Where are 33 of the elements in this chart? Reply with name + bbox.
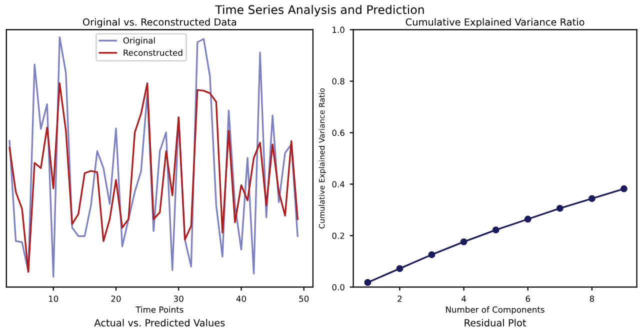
point xyxy=(620,185,628,192)
x-tick-label: 50 xyxy=(299,296,309,302)
x-tick-label: 20 xyxy=(111,296,121,302)
point xyxy=(492,226,500,234)
x-axis-title: Number of Components xyxy=(446,306,544,314)
point xyxy=(428,251,436,258)
y-tick-label: 0.2 xyxy=(332,232,344,239)
point xyxy=(524,216,532,223)
x-axis-title: Time Points xyxy=(136,306,184,313)
y-tick-label: 0.0 xyxy=(332,284,344,290)
x-tick-label: 40 xyxy=(236,296,246,302)
point xyxy=(364,278,372,286)
x-tick-label: 4 xyxy=(462,296,466,302)
y-tick-label: 0.6 xyxy=(332,130,344,136)
point xyxy=(588,195,596,202)
y-tick-label: 0.8 xyxy=(332,78,344,84)
chart-title: Original vs. Reconstructed Data xyxy=(82,18,236,28)
point xyxy=(396,265,404,272)
chart-title: Cumulative Explained Variance Ratio xyxy=(406,18,584,28)
y-tick-label: 1.0 xyxy=(332,26,344,33)
x-tick-label: 6 xyxy=(526,296,530,302)
text: Residual Plot xyxy=(464,318,526,326)
text: Actual vs. Predicted Values xyxy=(94,318,225,326)
text: Time Series Analysis and Prediction xyxy=(215,4,424,16)
legend-label: Reconstructed xyxy=(124,49,182,56)
point xyxy=(556,204,564,212)
x-tick-label: 30 xyxy=(174,296,184,302)
y-tick-label: 0.4 xyxy=(332,181,344,188)
x-tick-label: 10 xyxy=(48,296,58,302)
x-tick-label: 2 xyxy=(398,296,402,302)
point xyxy=(460,238,468,246)
legend-label: Original xyxy=(123,37,155,46)
x-tick-label: 8 xyxy=(590,296,594,302)
